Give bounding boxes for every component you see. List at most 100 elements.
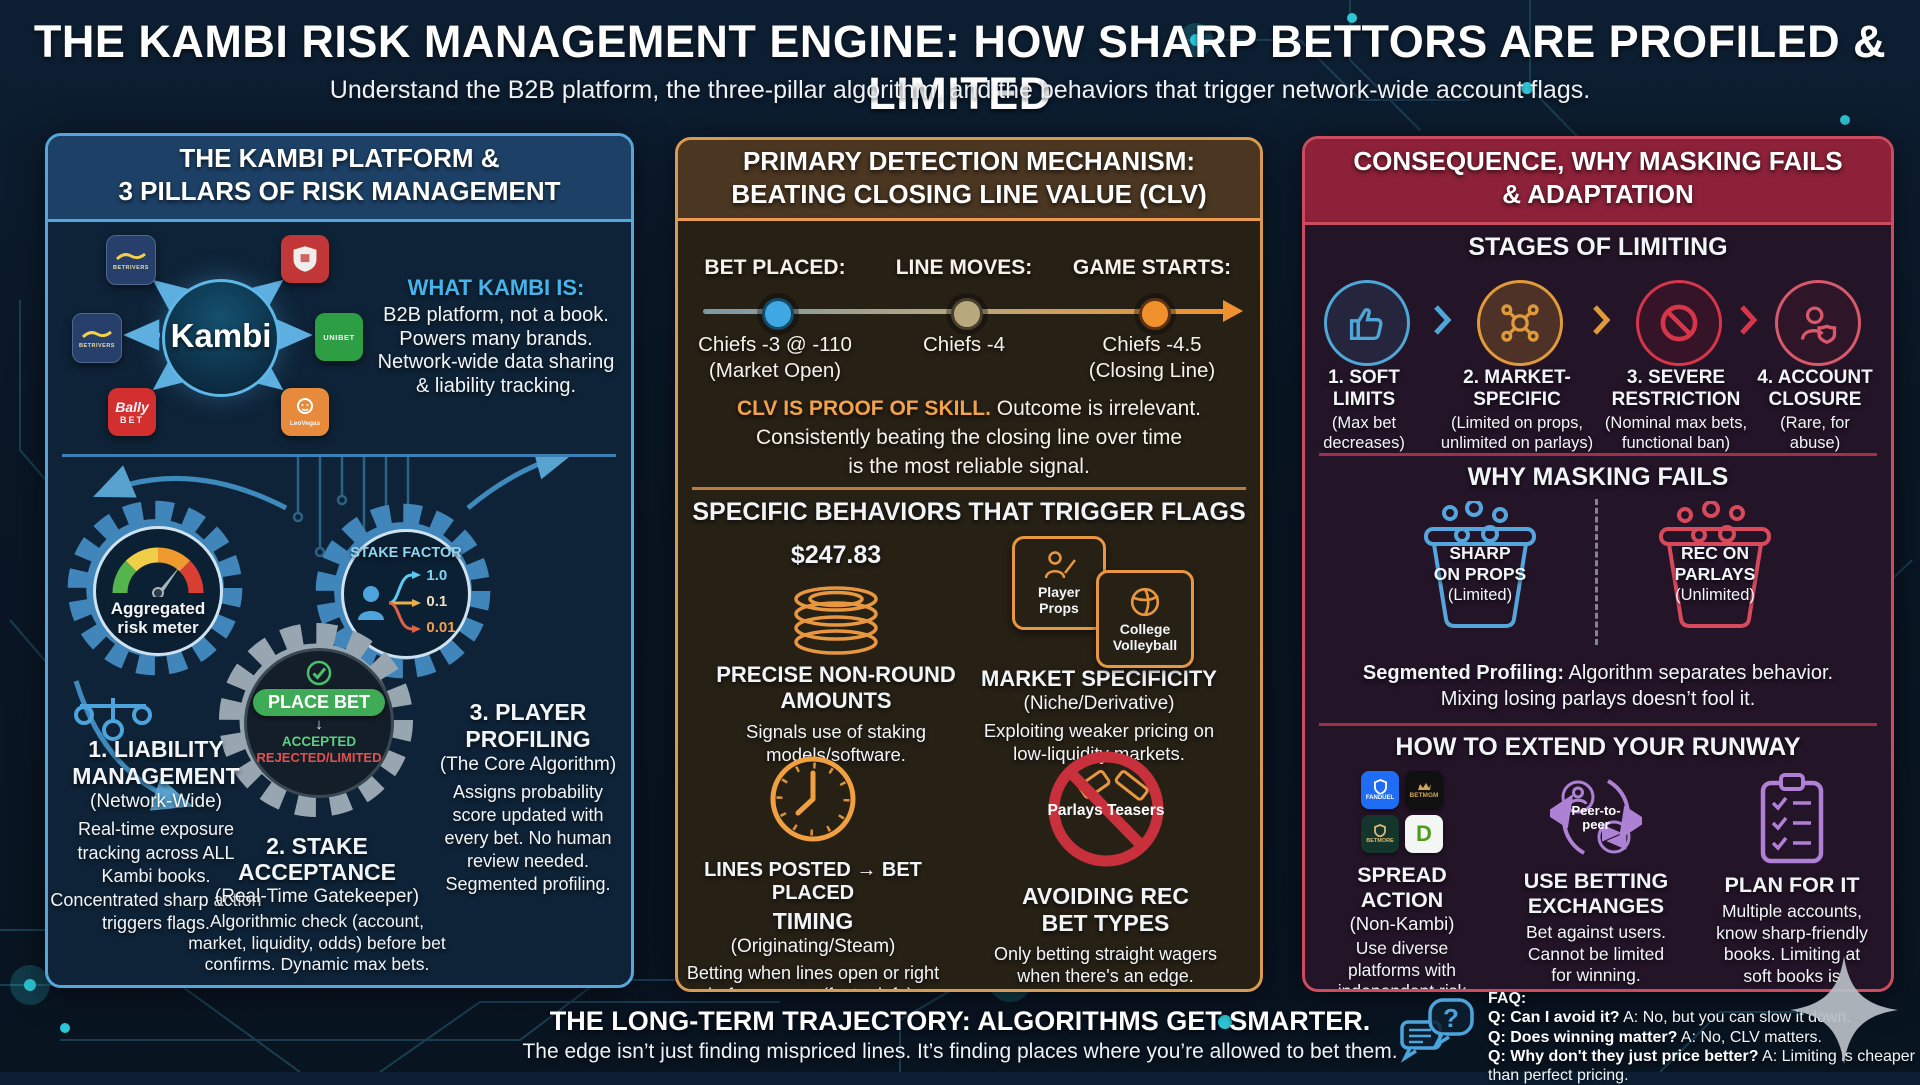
runway-title: PLAN FOR IT bbox=[1724, 873, 1860, 897]
pillar-profiling-block: 3. PLAYER PROFILING (The Core Algorithm)… bbox=[433, 699, 623, 896]
brand-label: BETRIVERS bbox=[113, 264, 149, 271]
tag-label: Player Props bbox=[1037, 583, 1081, 616]
person-shield-icon bbox=[1800, 306, 1837, 345]
segmented-profiling-note: Segmented Profiling: Algorithm separates… bbox=[1362, 662, 1834, 710]
behavior-subtitle: (Originating/Steam) bbox=[730, 936, 896, 957]
risk-gauge-icon bbox=[112, 547, 204, 597]
behavior-body: Only betting straight wagers when there'… bbox=[993, 944, 1218, 986]
account-closure-icon bbox=[1775, 280, 1861, 366]
pillar-subtitle: (Real-Time Gatekeeper) bbox=[214, 886, 420, 907]
profile-person-icon bbox=[358, 586, 385, 620]
network-nodes-icon bbox=[1501, 304, 1539, 342]
bet-amount-value: $247.83 bbox=[790, 541, 882, 569]
app-label: D bbox=[1416, 821, 1432, 846]
bucket-rec-parlays-label: REC ON PARLAYS (Unlimited) bbox=[1674, 543, 1756, 604]
app-tile-draftkings: D bbox=[1405, 815, 1443, 853]
right-panel-divider bbox=[1319, 723, 1877, 726]
left-panel-divider bbox=[62, 454, 616, 457]
timeline-dot-line-moves bbox=[951, 298, 983, 330]
behavior-title: PRECISE NON-ROUND AMOUNTS bbox=[716, 662, 956, 713]
timeline-stage-label: BET PLACED: bbox=[704, 256, 846, 279]
no-parlays-icon: Parlays Teasers bbox=[1047, 751, 1164, 867]
runway-title: SPREAD ACTION bbox=[1357, 863, 1447, 912]
faq-item: Q: Can I avoid it? A: No, but you can sl… bbox=[1488, 1009, 1851, 1027]
bucket-divider bbox=[1595, 499, 1598, 645]
brand-label: UNIBET bbox=[323, 332, 355, 342]
betmgm-lion-icon bbox=[1418, 783, 1431, 790]
behavior-title: MARKET SPECIFICITY bbox=[981, 666, 1217, 691]
player-props-tag: Player Props bbox=[1012, 536, 1106, 630]
coin-stack-icon bbox=[794, 586, 878, 655]
pillar-body: Real-time exposure tracking across ALL K… bbox=[50, 819, 262, 933]
college-volleyball-tag: College Volleyball bbox=[1096, 570, 1194, 668]
soft-limits-icon bbox=[1324, 280, 1410, 366]
tag-label: College Volleyball bbox=[1112, 620, 1178, 653]
betrivers-wave-icon bbox=[115, 252, 146, 260]
pillar-subtitle: (The Core Algorithm) bbox=[439, 754, 617, 775]
betmore-crest-icon bbox=[1374, 824, 1386, 837]
stake-factor-value: 1.0 bbox=[426, 567, 448, 584]
runway-plan: PLAN FOR IT Multiple accounts, know shar… bbox=[1710, 771, 1874, 989]
left-panel-title: THE KAMBI PLATFORM & 3 PILLARS OF RISK M… bbox=[48, 136, 631, 222]
behavior-avoid-rec: Parlays Teasers AVOIDING REC BET TYPES O… bbox=[963, 747, 1248, 987]
middle-panel-divider bbox=[692, 487, 1246, 490]
behavior-body: Betting when lines open or right before … bbox=[686, 963, 940, 989]
chevron-icon bbox=[1593, 305, 1611, 335]
timeline-caption: Chiefs -4.5 (Closing Line) bbox=[1088, 333, 1216, 382]
clv-note: CLV IS PROOF OF SKILL. Outcome is irrele… bbox=[736, 397, 1202, 478]
pillar-acceptance-block: 2. STAKE ACCEPTANCE (Real-Time Gatekeepe… bbox=[188, 833, 446, 976]
behavior-market-specificity: Player Props College Volleyball MARKET S… bbox=[959, 536, 1239, 765]
brand-label: BET bbox=[120, 414, 144, 425]
right-panel-title: CONSEQUENCE, WHY MASKING FAILS & ADAPTAT… bbox=[1305, 139, 1891, 225]
middle-panel-title: PRIMARY DETECTION MECHANISM: BEATING CLO… bbox=[678, 140, 1260, 221]
runway-body: Multiple accounts, know sharp-friendly b… bbox=[1716, 901, 1868, 989]
masking-heading: WHY MASKING FAILS bbox=[1467, 463, 1729, 491]
segmented-bold: Segmented Profiling: bbox=[1362, 662, 1565, 684]
behavior-precise-amounts: $247.83 PRECISE NON-ROUND AMOUNTS Signal… bbox=[696, 541, 976, 766]
stage-market-specific: 2. MARKET-SPECIFIC (Limited on props, un… bbox=[1440, 367, 1594, 452]
timeline-arrowhead-icon bbox=[1223, 300, 1243, 322]
panel-kambi-platform: THE KAMBI PLATFORM & 3 PILLARS OF RISK M… bbox=[45, 133, 634, 988]
app-tile-fanduel: FANDUEL bbox=[1361, 771, 1399, 809]
app-label: BETMGM bbox=[1409, 792, 1439, 799]
accepted-label: ACCEPTED bbox=[281, 734, 357, 749]
stake-branch-icon bbox=[388, 571, 422, 633]
faq-chat-icon: ? bbox=[1400, 998, 1474, 1063]
panel-clv-detection: PRIMARY DETECTION MECHANISM: BEATING CLO… bbox=[675, 137, 1263, 992]
market-specific-icon bbox=[1477, 280, 1563, 366]
runway-spread-action: FANDUEL BETMGM BETMORE D SPREAD ACTION (… bbox=[1320, 771, 1484, 989]
betrivers-wave-icon bbox=[81, 330, 112, 338]
volleyball-icon bbox=[1130, 587, 1160, 616]
app-tile-betmore: BETMORE bbox=[1361, 815, 1399, 853]
place-bet-button: PLACE BET bbox=[252, 689, 385, 716]
faq-question-mark: ? bbox=[1443, 1003, 1459, 1033]
footer-subtitle: The edge isn’t just finding mispriced li… bbox=[522, 1040, 1398, 1063]
pillar-title: 1. LIABILITY MANAGEMENT bbox=[72, 736, 240, 789]
chevron-icon bbox=[1434, 305, 1452, 335]
pillar-title: 3. PLAYER PROFILING bbox=[465, 699, 591, 752]
stake-factor-heading: STAKE FACTOR bbox=[350, 545, 462, 561]
no-parlays-label: Parlays Teasers bbox=[1047, 802, 1164, 819]
brand-label: LeoVegas bbox=[289, 420, 321, 427]
what-kambi-line: Network-wide data sharing bbox=[377, 351, 615, 373]
timeline-stage-label: LINE MOVES: bbox=[895, 256, 1033, 279]
behavior-title: AVOIDING REC BET TYPES bbox=[1022, 883, 1189, 936]
timeline-stage-label: GAME STARTS: bbox=[1072, 256, 1232, 279]
pillar-subtitle: (Network-Wide) bbox=[90, 791, 222, 812]
chevron-icon bbox=[1740, 305, 1758, 335]
faq-block: FAQ: Q: Can I avoid it? A: No, but you c… bbox=[1488, 989, 1918, 1085]
runway-exchanges: Peer-to-peer USE BETTING EXCHANGES Bet a… bbox=[1514, 771, 1678, 987]
fanduel-shield-icon bbox=[1373, 779, 1387, 794]
stake-factor-circle: STAKE FACTOR 1.0 0.1 0.01 bbox=[341, 529, 471, 659]
app-label: FANDUEL bbox=[1365, 795, 1395, 801]
faq-heading: FAQ: bbox=[1488, 990, 1527, 1007]
stake-factor-value: 0.01 bbox=[426, 619, 456, 636]
brand-tile-betrivers-top: BETRIVERS bbox=[106, 235, 156, 285]
timeline-dot-bet-placed bbox=[762, 298, 794, 330]
brand-tile-shield bbox=[281, 235, 329, 283]
stake-factor-value: 0.1 bbox=[426, 593, 448, 610]
peer-to-peer-icon bbox=[1544, 779, 1648, 855]
player-props-icon bbox=[1044, 550, 1076, 578]
what-kambi-heading: WHAT KAMBI IS: bbox=[407, 275, 585, 300]
